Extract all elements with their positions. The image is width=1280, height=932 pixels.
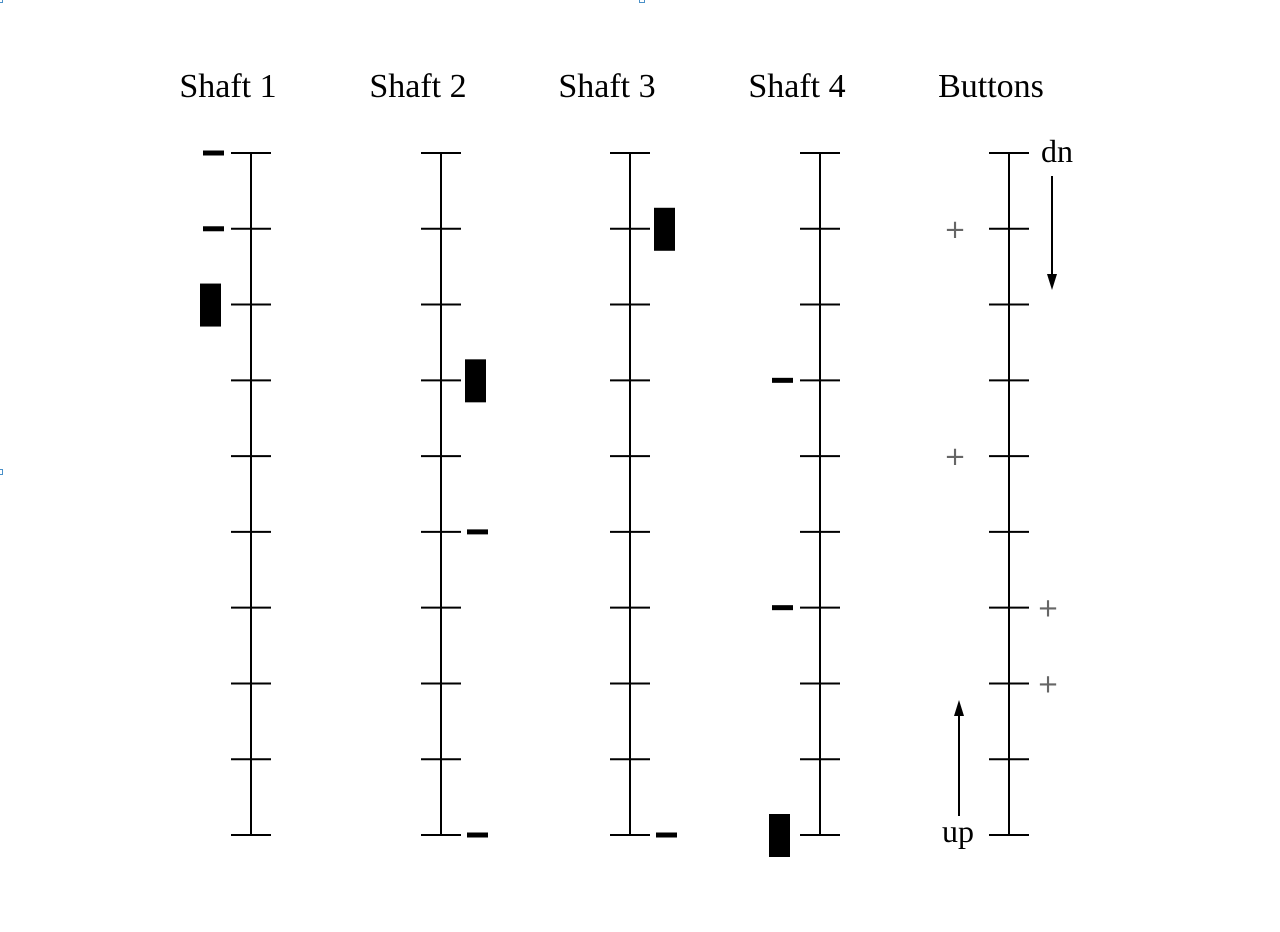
shaft-3-stop-marker-floor-1	[656, 832, 677, 838]
diagram-marks: + + + +	[200, 150, 1059, 857]
up-direction-arrow	[954, 700, 964, 816]
shaft-4-car-floor-1	[769, 814, 790, 857]
shaft-2-title: Shaft 2	[369, 68, 466, 105]
shaft-3-title: Shaft 3	[558, 68, 655, 105]
down-call-plus-floor-9: +	[944, 215, 966, 245]
shaft-4-title: Shaft 4	[748, 68, 845, 105]
shaft-2-car-floor-7	[465, 359, 486, 403]
selection-handle-top-center	[639, 0, 645, 3]
down-call-plus-floor-6: +	[944, 442, 966, 472]
shaft-2-stop-marker-floor-5	[467, 529, 488, 535]
selection-handle-top-left	[0, 0, 3, 3]
shaft-1-stop-marker-floor-9	[203, 226, 224, 232]
up-call-plus-floor-4: +	[1037, 594, 1059, 624]
shaft-4-stop-marker-floor-7	[772, 377, 793, 383]
shaft-4-stop-marker-floor-4	[772, 605, 793, 611]
shaft-2-stop-marker-floor-1	[467, 832, 488, 838]
selection-handle-middle-left	[0, 469, 3, 475]
up-label: up	[942, 813, 974, 849]
shaft-1-car-floor-8	[200, 283, 221, 327]
down-label: dn	[1041, 133, 1073, 169]
shaft-1-stop-marker-floor-10	[203, 150, 224, 156]
up-call-plus-floor-3: +	[1037, 669, 1059, 699]
buttons-title: Buttons	[938, 68, 1044, 105]
shaft-1-title: Shaft 1	[179, 68, 276, 105]
shaft-3-car-floor-9	[654, 207, 675, 251]
down-direction-arrow	[1047, 176, 1057, 290]
